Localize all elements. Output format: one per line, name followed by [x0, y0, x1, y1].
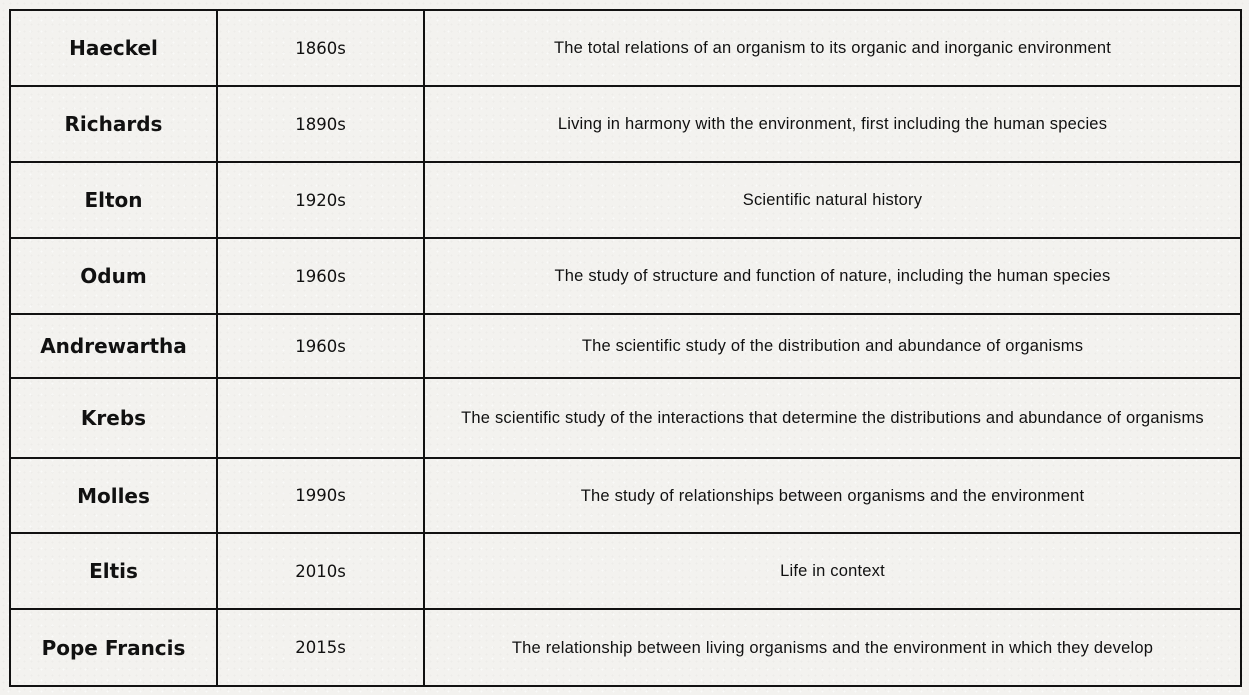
table-row: Richards 1890s Living in harmony with th… [9, 85, 1242, 163]
author-name: Molles [9, 457, 218, 534]
author-name: Haeckel [9, 9, 218, 87]
table-row: Krebs The scientific study of the intera… [9, 377, 1242, 459]
author-name: Pope Francis [9, 608, 218, 687]
definition-cell: The total relations of an organism to it… [423, 9, 1242, 87]
definition-cell: Living in harmony with the environment, … [423, 85, 1242, 163]
definition-cell: The study of structure and function of n… [423, 237, 1242, 315]
era-cell: 1890s [216, 85, 425, 163]
table-row: Haeckel 1860s The total relations of an … [9, 9, 1242, 87]
author-name: Andrewartha [9, 313, 218, 379]
era-cell: 2010s [216, 532, 425, 610]
table-row: Elton 1920s Scientific natural history [9, 161, 1242, 239]
table-row: Eltis 2010s Life in context [9, 532, 1242, 610]
era-cell: 1960s [216, 237, 425, 315]
definition-cell: Scientific natural history [423, 161, 1242, 239]
table-row: Molles 1990s The study of relationships … [9, 457, 1242, 534]
author-name: Elton [9, 161, 218, 239]
definition-cell: The study of relationships between organ… [423, 457, 1242, 534]
definition-cell: The relationship between living organism… [423, 608, 1242, 687]
era-cell: 2015s [216, 608, 425, 687]
author-name: Eltis [9, 532, 218, 610]
author-name: Richards [9, 85, 218, 163]
era-cell [216, 377, 425, 459]
ecology-definitions-table: Haeckel 1860s The total relations of an … [9, 9, 1242, 687]
table-row: Pope Francis 2015s The relationship betw… [9, 608, 1242, 687]
era-cell: 1960s [216, 313, 425, 379]
author-name: Krebs [9, 377, 218, 459]
era-cell: 1990s [216, 457, 425, 534]
era-cell: 1860s [216, 9, 425, 87]
definition-cell: The scientific study of the distribution… [423, 313, 1242, 379]
table-row: Andrewartha 1960s The scientific study o… [9, 313, 1242, 379]
era-cell: 1920s [216, 161, 425, 239]
author-name: Odum [9, 237, 218, 315]
table-row: Odum 1960s The study of structure and fu… [9, 237, 1242, 315]
definition-cell: Life in context [423, 532, 1242, 610]
definition-cell: The scientific study of the interactions… [423, 377, 1242, 459]
